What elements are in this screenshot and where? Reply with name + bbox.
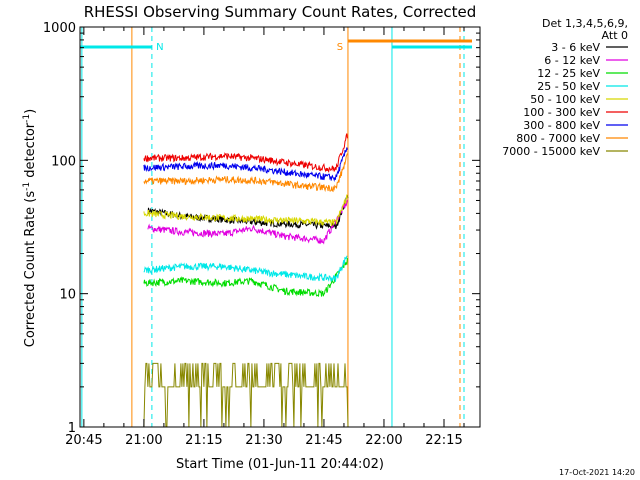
x-tick-label-6: 22:15 bbox=[425, 433, 462, 448]
series-line-4 bbox=[143, 194, 348, 227]
series-2 bbox=[143, 258, 348, 297]
series-6 bbox=[143, 147, 348, 182]
y-axis-label-sup2: -1 bbox=[22, 114, 32, 123]
x-tick-label-3: 21:30 bbox=[245, 433, 282, 448]
x-tick-label-0: 20:45 bbox=[65, 433, 102, 448]
y-axis-label: Corrected Count Rate (s-1 detector-1) bbox=[22, 109, 38, 347]
series-line-5 bbox=[143, 133, 348, 174]
series-7 bbox=[143, 153, 348, 193]
legend-header-line2: Att 0 bbox=[602, 29, 628, 42]
y-axis-label-main: Corrected Count Rate (s bbox=[23, 191, 38, 348]
footer-timestamp: 17-Oct-2021 14:20 bbox=[559, 468, 635, 477]
legend-label-2: 12 - 25 keV bbox=[537, 67, 600, 80]
series-line-0 bbox=[147, 195, 349, 230]
legend-label-3: 25 - 50 keV bbox=[537, 80, 600, 93]
axes-frame bbox=[79, 26, 481, 428]
legend-label-1: 6 - 12 keV bbox=[544, 54, 600, 67]
series-5 bbox=[143, 133, 348, 174]
y-tick-label-1: 10 bbox=[59, 288, 76, 303]
series-line-1 bbox=[147, 199, 349, 245]
legend-label-6: 300 - 800 keV bbox=[523, 119, 600, 132]
x-tick-label-2: 21:15 bbox=[185, 433, 222, 448]
series-4 bbox=[143, 194, 348, 227]
x-tick-label-5: 22:00 bbox=[365, 433, 402, 448]
annotation-s: S bbox=[337, 42, 343, 53]
legend-label-0: 3 - 6 keV bbox=[551, 41, 600, 54]
legend-header-line1: Det 1,3,4,5,6,9, bbox=[542, 17, 628, 30]
chart-title: RHESSI Observing Summary Count Rates, Co… bbox=[84, 3, 477, 21]
x-axis-label: Start Time (01-Jun-11 20:44:02) bbox=[176, 457, 384, 472]
series-0 bbox=[147, 195, 349, 230]
plot-area: N S 1 10 100 1000 20:45 21:00 21:15 21:30 21:45 22:… bbox=[43, 21, 481, 448]
series-line-8 bbox=[143, 362, 349, 428]
series-3 bbox=[143, 255, 348, 282]
y-axis-label-mid: detector bbox=[23, 122, 38, 182]
y-axis-label-end: ) bbox=[23, 109, 38, 114]
legend-label-8: 7000 - 15000 keV bbox=[502, 145, 600, 158]
x-tick-label-4: 21:45 bbox=[305, 433, 342, 448]
x-tick-label-1: 21:00 bbox=[125, 433, 162, 448]
legend-label-5: 100 - 300 keV bbox=[523, 106, 600, 119]
legend-label-7: 800 - 7000 keV bbox=[516, 132, 600, 145]
annotation-n: N bbox=[156, 42, 163, 53]
series-line-2 bbox=[143, 258, 348, 297]
series-1 bbox=[147, 199, 349, 245]
y-tick-label-0: 1 bbox=[68, 421, 76, 436]
svg-text:Corrected Count Rate (s-1 dete: Corrected Count Rate (s-1 detector-1) bbox=[22, 109, 38, 347]
series-line-6 bbox=[143, 147, 348, 182]
series-line-7 bbox=[143, 153, 348, 193]
legend-label-4: 50 - 100 keV bbox=[530, 93, 600, 106]
y-axis-label-sup1: -1 bbox=[22, 182, 32, 191]
series-8 bbox=[143, 362, 349, 428]
y-tick-label-3: 1000 bbox=[43, 21, 76, 36]
y-tick-label-2: 100 bbox=[51, 154, 76, 169]
series-line-3 bbox=[143, 255, 348, 282]
